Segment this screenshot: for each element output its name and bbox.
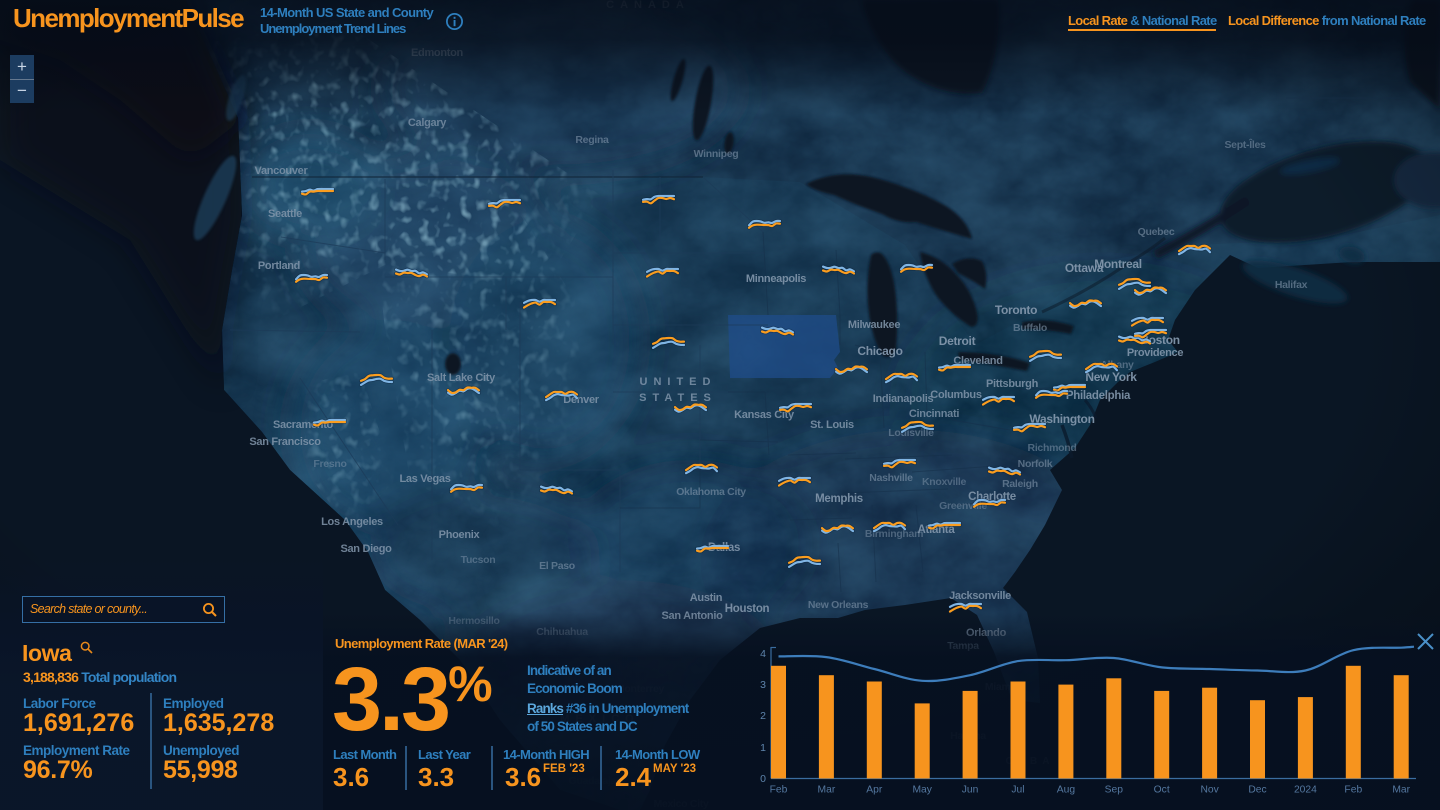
svg-text:Dec: Dec [1248, 785, 1266, 796]
svg-text:Birmingham: Birmingham [865, 528, 923, 540]
svg-text:Cincinnati: Cincinnati [909, 408, 959, 420]
svg-text:Kansas City: Kansas City [734, 409, 795, 421]
svg-text:Ottawa: Ottawa [1065, 261, 1104, 275]
svg-text:Providence: Providence [1127, 347, 1183, 359]
svg-text:El Paso: El Paso [539, 560, 575, 572]
svg-text:2: 2 [760, 710, 766, 722]
svg-text:San Francisco: San Francisco [249, 436, 321, 448]
svg-text:Mar: Mar [1392, 785, 1410, 796]
svg-text:Milwaukee: Milwaukee [848, 319, 901, 331]
svg-text:May: May [912, 785, 932, 796]
svg-text:Quebec: Quebec [1138, 226, 1175, 238]
svg-text:Jul: Jul [1011, 785, 1024, 796]
svg-text:1: 1 [760, 742, 766, 754]
svg-text:Mar: Mar [818, 785, 836, 796]
svg-text:2024: 2024 [1294, 785, 1317, 796]
svg-text:Raleigh: Raleigh [1002, 478, 1038, 490]
svg-text:STATES: STATES [639, 392, 717, 404]
svg-text:San Diego: San Diego [340, 543, 392, 555]
svg-text:Sept-Îles: Sept-Îles [1224, 138, 1266, 151]
svg-text:Los Angeles: Los Angeles [321, 516, 383, 528]
svg-text:St. Louis: St. Louis [810, 419, 854, 431]
svg-text:New York: New York [1085, 370, 1137, 384]
svg-text:Nashville: Nashville [869, 472, 913, 484]
svg-text:Indianapolis: Indianapolis [873, 393, 934, 405]
svg-text:Atlanta: Atlanta [918, 524, 956, 536]
svg-text:Philadelphia: Philadelphia [1066, 390, 1131, 402]
svg-text:New Orleans: New Orleans [808, 599, 869, 611]
svg-text:Seattle: Seattle [268, 208, 302, 220]
svg-text:Knoxville: Knoxville [922, 476, 966, 488]
svg-text:Buffalo: Buffalo [1013, 322, 1047, 334]
svg-text:Winnipeg: Winnipeg [694, 148, 739, 160]
svg-text:Feb: Feb [770, 785, 788, 796]
svg-text:Toronto: Toronto [995, 303, 1037, 317]
svg-text:Minneapolis: Minneapolis [746, 273, 806, 285]
svg-text:Columbus: Columbus [930, 389, 982, 401]
svg-text:0: 0 [760, 773, 766, 785]
svg-text:Feb: Feb [1344, 785, 1362, 796]
svg-text:Nov: Nov [1200, 785, 1219, 796]
svg-text:Salt Lake City: Salt Lake City [427, 372, 496, 384]
svg-text:Aug: Aug [1057, 785, 1076, 796]
svg-text:Montreal: Montreal [1094, 257, 1142, 271]
svg-text:Portland: Portland [258, 260, 300, 272]
svg-text:Louisville: Louisville [888, 427, 934, 439]
svg-text:Detroit: Detroit [939, 334, 976, 348]
svg-text:Fresno: Fresno [313, 458, 346, 470]
svg-text:Oct: Oct [1154, 785, 1170, 796]
svg-text:Jun: Jun [962, 785, 979, 796]
svg-text:Pittsburgh: Pittsburgh [986, 378, 1039, 390]
svg-text:UNITED: UNITED [640, 376, 717, 388]
svg-text:Richmond: Richmond [1028, 442, 1077, 454]
svg-text:Las Vegas: Las Vegas [399, 473, 450, 485]
svg-text:Halifax: Halifax [1275, 279, 1308, 291]
svg-text:Sep: Sep [1105, 785, 1124, 796]
svg-text:Austin: Austin [690, 592, 723, 604]
svg-text:Tucson: Tucson [461, 554, 496, 566]
svg-text:Denver: Denver [563, 394, 600, 406]
svg-text:Calgary: Calgary [408, 117, 447, 129]
svg-text:Phoenix: Phoenix [439, 529, 481, 541]
svg-text:Memphis: Memphis [815, 493, 863, 505]
svg-text:3: 3 [760, 679, 766, 691]
svg-text:Oklahoma City: Oklahoma City [676, 486, 746, 498]
svg-text:Vancouver: Vancouver [255, 165, 309, 177]
svg-text:4: 4 [760, 648, 766, 660]
svg-text:Regina: Regina [575, 134, 609, 146]
svg-text:Apr: Apr [866, 785, 883, 796]
svg-text:Jacksonville: Jacksonville [949, 590, 1011, 602]
svg-text:Chicago: Chicago [857, 344, 902, 358]
svg-text:Norfolk: Norfolk [1018, 458, 1053, 470]
